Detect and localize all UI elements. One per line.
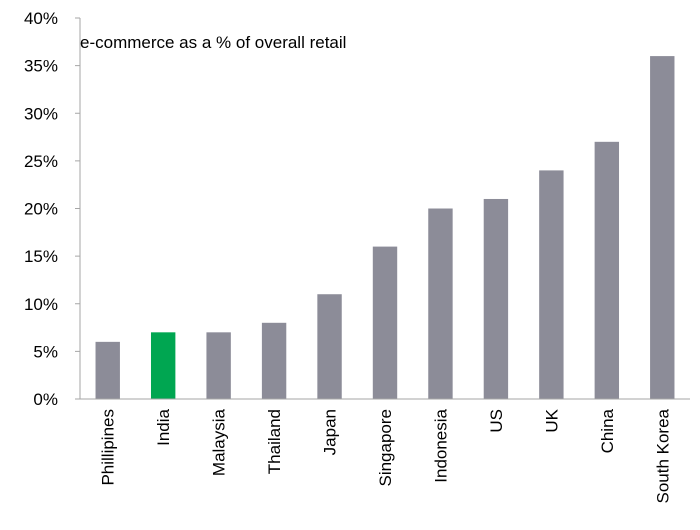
- y-tick-label: 25%: [24, 152, 58, 171]
- x-category-label: Phillipines: [99, 409, 118, 486]
- y-tick-label: 10%: [24, 295, 58, 314]
- bar-japan: [317, 294, 342, 399]
- x-axis: Phillipines India Malaysia Thailand Japan Sin…: [80, 398, 690, 504]
- y-tick-label: 30%: [24, 104, 58, 123]
- y-tick-label: 35%: [24, 57, 58, 76]
- y-tick-label: 40%: [24, 9, 58, 28]
- x-category-label: South Korea: [653, 408, 672, 503]
- x-category-label: Indonesia: [431, 408, 450, 482]
- x-category-label: Japan: [321, 409, 340, 455]
- bars: [95, 56, 675, 399]
- x-category-label: India: [154, 408, 173, 445]
- bar-singapore: [372, 246, 398, 399]
- y-tick-label: 20%: [24, 200, 58, 219]
- bar-uk: [539, 170, 564, 399]
- bar-malaysia: [206, 332, 231, 399]
- bar-indonesia: [428, 208, 453, 399]
- x-category-label: Singapore: [376, 409, 395, 487]
- bar-china: [594, 141, 620, 399]
- bar-south-korea: [650, 56, 675, 399]
- x-category-label: US: [487, 409, 506, 433]
- x-category-label: Malaysia: [210, 408, 229, 476]
- y-tick-label: 0%: [33, 390, 58, 409]
- x-category-label: UK: [542, 408, 561, 432]
- bar-thailand: [261, 322, 287, 399]
- x-category-label: Thailand: [265, 409, 284, 474]
- chart-title: e-commerce as a % of overall retail: [80, 33, 346, 52]
- y-tick-label: 15%: [24, 247, 58, 266]
- y-tick-label: 5%: [33, 342, 58, 361]
- bar-india: [150, 332, 176, 399]
- y-axis: 0% 5% 10% 15% 20% 25% 30% 35% 40%: [24, 9, 81, 409]
- bar-us: [483, 198, 509, 399]
- bar-phillipines: [95, 341, 120, 399]
- x-category-label: China: [598, 408, 617, 453]
